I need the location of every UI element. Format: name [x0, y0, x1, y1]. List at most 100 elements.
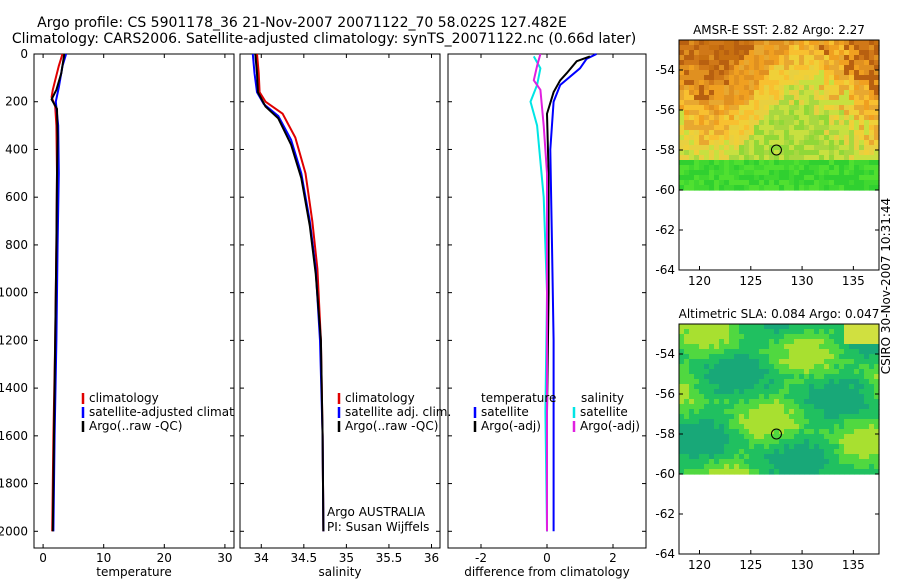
- sla_map-cell: [794, 364, 800, 370]
- sst_map-cell: [719, 160, 725, 166]
- sla_map-cell: [834, 389, 840, 395]
- sla_map-cell: [714, 439, 720, 445]
- sla_map-cell: [729, 444, 735, 450]
- sla_map-cell: [789, 329, 795, 335]
- sst_map-cell: [824, 120, 830, 126]
- sst_map-cell: [759, 115, 765, 121]
- sst_map-cell: [809, 150, 815, 156]
- sla_map-cell: [789, 364, 795, 370]
- sst_map-cell: [739, 145, 745, 151]
- sla_map-cell: [749, 364, 755, 370]
- sla_map-cell: [819, 364, 825, 370]
- sst_map-cell: [769, 165, 775, 171]
- sst_map-cell: [699, 45, 705, 51]
- sst_map-cell: [829, 105, 835, 111]
- sla_map-cell: [689, 439, 695, 445]
- sla_map-cell: [874, 399, 880, 405]
- y-tick-label: 1000: [0, 286, 28, 300]
- sla_map-cell: [849, 324, 855, 330]
- sst_map-cell: [764, 145, 770, 151]
- sla_map-cell: [684, 374, 690, 380]
- sst_map-cell: [854, 110, 860, 116]
- sst_map-cell: [694, 75, 700, 81]
- sst_map-cell: [769, 155, 775, 161]
- sst_map-cell: [819, 65, 825, 71]
- sla_map-cell: [709, 324, 715, 330]
- sla_map-cell: [854, 374, 860, 380]
- sla_map-cell: [799, 369, 805, 375]
- sst_map-cell: [814, 100, 820, 106]
- sst_map-cell: [689, 110, 695, 116]
- sla_map-cell: [859, 409, 865, 415]
- sst_map-cell: [774, 65, 780, 71]
- sst_map-cell: [859, 140, 865, 146]
- sst_map-cell: [759, 80, 765, 86]
- sla_map-cell: [864, 379, 870, 385]
- sst_map-cell: [739, 105, 745, 111]
- sst_map-cell: [699, 95, 705, 101]
- sla_map-cell: [749, 409, 755, 415]
- sla_map-cell: [679, 399, 685, 405]
- sla_map-cell: [834, 369, 840, 375]
- sst_map-cell: [839, 65, 845, 71]
- sla_map-cell: [849, 464, 855, 470]
- sst_map-cell: [834, 145, 840, 151]
- sla_map-cell: [844, 444, 850, 450]
- sst_map-cell: [854, 55, 860, 61]
- sla_map-cell: [789, 354, 795, 360]
- sla_map-cell: [844, 334, 850, 340]
- sla_map-cell: [844, 449, 850, 455]
- sla_map-cell: [819, 359, 825, 365]
- sst_map-cell: [869, 40, 875, 46]
- sla_map-cell: [849, 399, 855, 405]
- sst_map-cell: [789, 80, 795, 86]
- sla_map-cell: [724, 339, 730, 345]
- sst_map-cell: [699, 50, 705, 56]
- sla_map-cell: [814, 389, 820, 395]
- sst_map-cell: [759, 140, 765, 146]
- sla_map-cell: [794, 439, 800, 445]
- sst_map-cell: [859, 170, 865, 176]
- sst_map-cell: [794, 160, 800, 166]
- sst_map-cell: [769, 105, 775, 111]
- sst_map-cell: [799, 115, 805, 121]
- sst_map-cell: [799, 110, 805, 116]
- sst_map-cell: [854, 130, 860, 136]
- sla_map-cell: [774, 394, 780, 400]
- sst_map-cell: [679, 140, 685, 146]
- sst_map-cell: [864, 140, 870, 146]
- sst_map-cell: [829, 80, 835, 86]
- sst_map-cell: [709, 120, 715, 126]
- sst_map-cell: [769, 50, 775, 56]
- sla_map-cell: [724, 369, 730, 375]
- sst_map-cell: [709, 175, 715, 181]
- sla_map-cell: [864, 449, 870, 455]
- sla_map-cell: [869, 449, 875, 455]
- sla_map-cell: [824, 334, 830, 340]
- sst_map-cell: [749, 130, 755, 136]
- sla_map-cell: [704, 329, 710, 335]
- sst_map-cell: [729, 135, 735, 141]
- sla_map-cell: [774, 334, 780, 340]
- sla_map-cell: [849, 389, 855, 395]
- sla_map-cell: [799, 364, 805, 370]
- sla_map-cell: [814, 354, 820, 360]
- sst_map-cell: [689, 165, 695, 171]
- sst_map-cell: [774, 95, 780, 101]
- sst_map-cell: [869, 115, 875, 121]
- sla_map-cell: [839, 389, 845, 395]
- sla_map-cell: [819, 379, 825, 385]
- sla_map-cell: [759, 444, 765, 450]
- sla_map-cell: [694, 419, 700, 425]
- sst_map-cell: [804, 170, 810, 176]
- sla_map-cell: [704, 344, 710, 350]
- sst_map-cell: [854, 170, 860, 176]
- sla_map-cell: [684, 454, 690, 460]
- sst_map-cell: [844, 110, 850, 116]
- sst_map-cell: [804, 120, 810, 126]
- sst_map-cell: [694, 110, 700, 116]
- sst_map-cell: [769, 80, 775, 86]
- sla_map-cell: [739, 409, 745, 415]
- sst_map-cell: [709, 50, 715, 56]
- sla_map-cell: [794, 334, 800, 340]
